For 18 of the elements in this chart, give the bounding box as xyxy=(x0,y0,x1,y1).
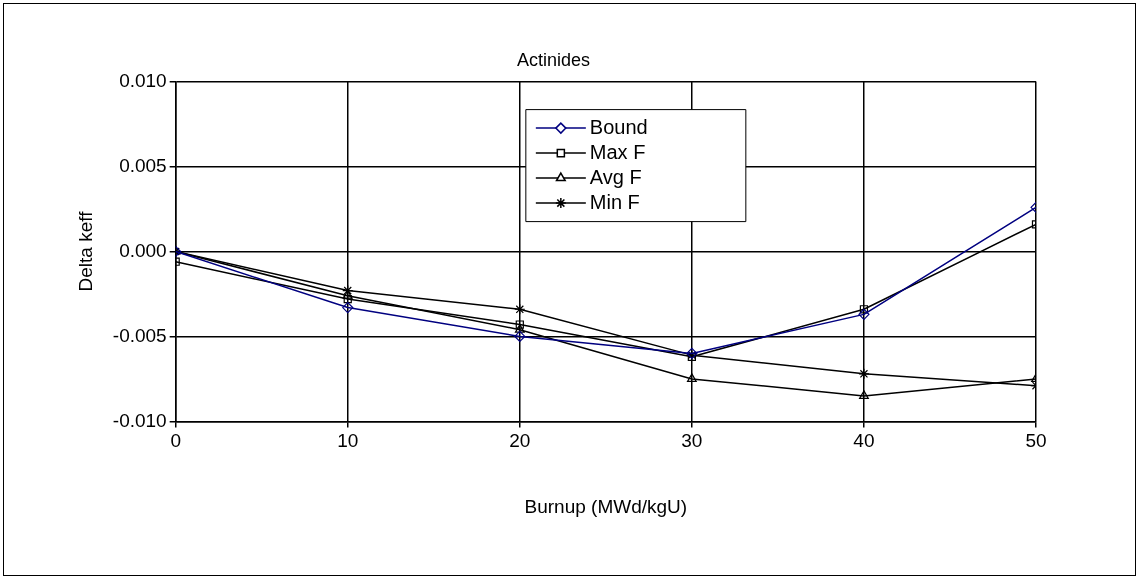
x-tick-label: 30 xyxy=(681,430,703,452)
x-tick-label: 50 xyxy=(1025,430,1047,452)
x-tick-label: 40 xyxy=(853,430,875,452)
legend-label: Min F xyxy=(589,190,640,213)
y-tick-label: -0.005 xyxy=(112,324,167,346)
legend-label: Max F xyxy=(589,140,646,163)
y-tick-label: 0.005 xyxy=(119,154,167,176)
x-tick-label: 20 xyxy=(509,430,531,452)
legend-label: Bound xyxy=(589,115,648,138)
y-axis-title: Delta keff xyxy=(74,210,96,292)
x-axis-title: Burnup (MWd/kgU) xyxy=(524,495,688,517)
chart-title: Actinides xyxy=(516,49,591,70)
x-tick-label: 10 xyxy=(337,430,359,452)
y-tick-label: 0.010 xyxy=(119,69,167,91)
y-tick-label: -0.010 xyxy=(112,409,167,431)
legend-label: Avg F xyxy=(589,165,642,188)
x-tick-label: 0 xyxy=(170,430,181,452)
y-tick-label: 0.000 xyxy=(119,239,167,261)
